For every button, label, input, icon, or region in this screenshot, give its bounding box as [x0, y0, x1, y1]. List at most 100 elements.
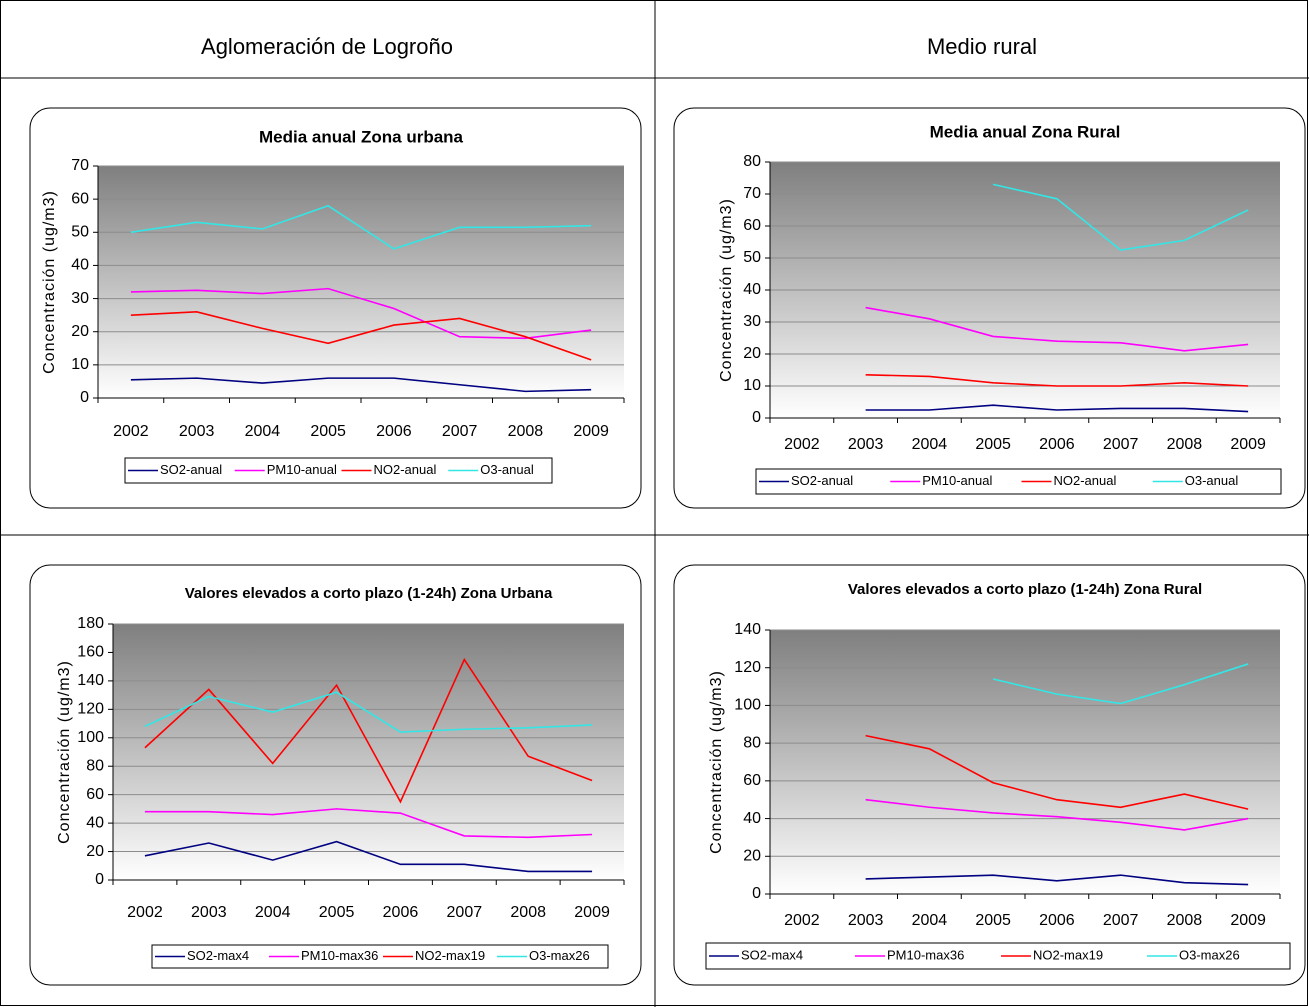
- y-tick-label: 160: [77, 644, 104, 661]
- y-tick-label: 40: [86, 814, 104, 831]
- legend-box: [151, 944, 609, 969]
- x-tick-label: 2007: [442, 423, 478, 440]
- x-tick-label: 2004: [245, 423, 281, 440]
- legend-label: PM10-anual: [922, 473, 992, 488]
- series-line: [992, 663, 1249, 705]
- y-axis-label: Concentración (ug/m3): [708, 670, 725, 854]
- chart-title: Valores elevados a corto plazo (1-24h) Z…: [185, 585, 553, 602]
- legend-label: NO2-max19: [415, 948, 485, 963]
- y-tick-label: 40: [743, 281, 761, 298]
- x-tick-label: 2007: [447, 904, 483, 921]
- y-tick-label: 50: [71, 224, 89, 241]
- series-line: [992, 183, 1249, 251]
- series-line: [130, 287, 592, 340]
- y-tick-label: 20: [71, 323, 89, 340]
- y-tick-label: 40: [71, 257, 89, 274]
- column-header: Medio rural: [927, 34, 1037, 59]
- y-tick-label: 0: [752, 409, 761, 426]
- x-tick-label: 2008: [510, 904, 546, 921]
- x-tick-label: 2006: [383, 904, 419, 921]
- chart-title: Media anual Zona Rural: [930, 122, 1121, 141]
- series-line: [130, 311, 592, 361]
- x-tick-label: 2002: [127, 904, 163, 921]
- y-tick-label: 60: [743, 217, 761, 234]
- x-tick-label: 2005: [975, 436, 1011, 453]
- x-tick-label: 2005: [975, 912, 1011, 929]
- x-tick-label: 2008: [1167, 436, 1203, 453]
- legend-label: SO2-max4: [187, 948, 249, 963]
- plot-area: [770, 630, 1280, 894]
- legend-label: NO2-max19: [1033, 947, 1103, 962]
- y-tick-label: 20: [743, 848, 761, 865]
- legend-box: [755, 468, 1282, 495]
- y-tick-label: 0: [752, 885, 761, 902]
- series-line: [130, 377, 592, 393]
- y-tick-label: 70: [743, 185, 761, 202]
- x-tick-label: 2004: [912, 436, 948, 453]
- series-line: [144, 808, 593, 839]
- legend-label: SO2-anual: [791, 473, 853, 488]
- y-tick-label: 140: [77, 672, 104, 689]
- series-line: [144, 691, 593, 733]
- x-tick-label: 2005: [319, 904, 355, 921]
- series-line: [130, 204, 592, 250]
- y-tick-label: 10: [71, 356, 89, 373]
- y-tick-label: 40: [743, 810, 761, 827]
- y-tick-label: 20: [86, 843, 104, 860]
- y-axis-label: Concentración (ug/m3): [56, 660, 73, 844]
- y-axis-label: Concentración (ug/m3): [41, 190, 58, 374]
- x-tick-label: 2009: [574, 904, 610, 921]
- plot-area: [98, 166, 624, 398]
- x-tick-label: 2002: [113, 423, 149, 440]
- legend-label: O3-max26: [1179, 947, 1240, 962]
- x-tick-label: 2003: [179, 423, 215, 440]
- series-line: [865, 306, 1249, 352]
- x-tick-label: 2002: [784, 912, 820, 929]
- chart-title: Media anual Zona urbana: [259, 127, 464, 146]
- x-tick-label: 2002: [784, 436, 820, 453]
- x-tick-label: 2003: [848, 912, 884, 929]
- y-tick-label: 180: [77, 615, 104, 632]
- x-tick-label: 2004: [912, 912, 948, 929]
- legend-label: PM10-max36: [887, 947, 964, 962]
- legend-label: O3-max26: [529, 948, 590, 963]
- legend-label: NO2-anual: [374, 462, 437, 477]
- y-tick-label: 70: [71, 157, 89, 174]
- y-tick-label: 50: [743, 249, 761, 266]
- chart-title: Valores elevados a corto plazo (1-24h) Z…: [848, 581, 1202, 598]
- y-tick-label: 10: [743, 377, 761, 394]
- y-tick-label: 30: [743, 313, 761, 330]
- x-tick-label: 2003: [191, 904, 227, 921]
- legend-label: PM10-max36: [301, 948, 378, 963]
- y-tick-label: 120: [77, 701, 104, 718]
- y-tick-label: 80: [86, 757, 104, 774]
- y-tick-label: 100: [77, 729, 104, 746]
- x-tick-label: 2006: [1039, 912, 1075, 929]
- plot-area: [113, 624, 624, 880]
- y-tick-label: 140: [734, 621, 761, 638]
- series-line: [865, 404, 1249, 413]
- y-tick-label: 0: [95, 871, 104, 888]
- x-tick-label: 2007: [1103, 912, 1139, 929]
- x-tick-label: 2009: [573, 423, 609, 440]
- legend-label: SO2-max4: [741, 947, 803, 962]
- series-line: [865, 798, 1249, 831]
- x-tick-label: 2009: [1230, 436, 1266, 453]
- x-tick-label: 2008: [508, 423, 544, 440]
- legend-box: [124, 457, 553, 484]
- series-line: [865, 374, 1249, 387]
- series-line: [144, 840, 593, 873]
- y-tick-label: 0: [80, 389, 89, 406]
- x-tick-label: 2008: [1167, 912, 1203, 929]
- y-tick-label: 60: [743, 772, 761, 789]
- column-header: Aglomeración de Logroño: [201, 34, 453, 59]
- series-line: [865, 874, 1249, 886]
- x-tick-label: 2009: [1230, 912, 1266, 929]
- x-tick-label: 2004: [255, 904, 291, 921]
- x-tick-label: 2003: [848, 436, 884, 453]
- y-tick-label: 60: [71, 190, 89, 207]
- legend-label: PM10-anual: [267, 462, 337, 477]
- series-line: [144, 657, 593, 804]
